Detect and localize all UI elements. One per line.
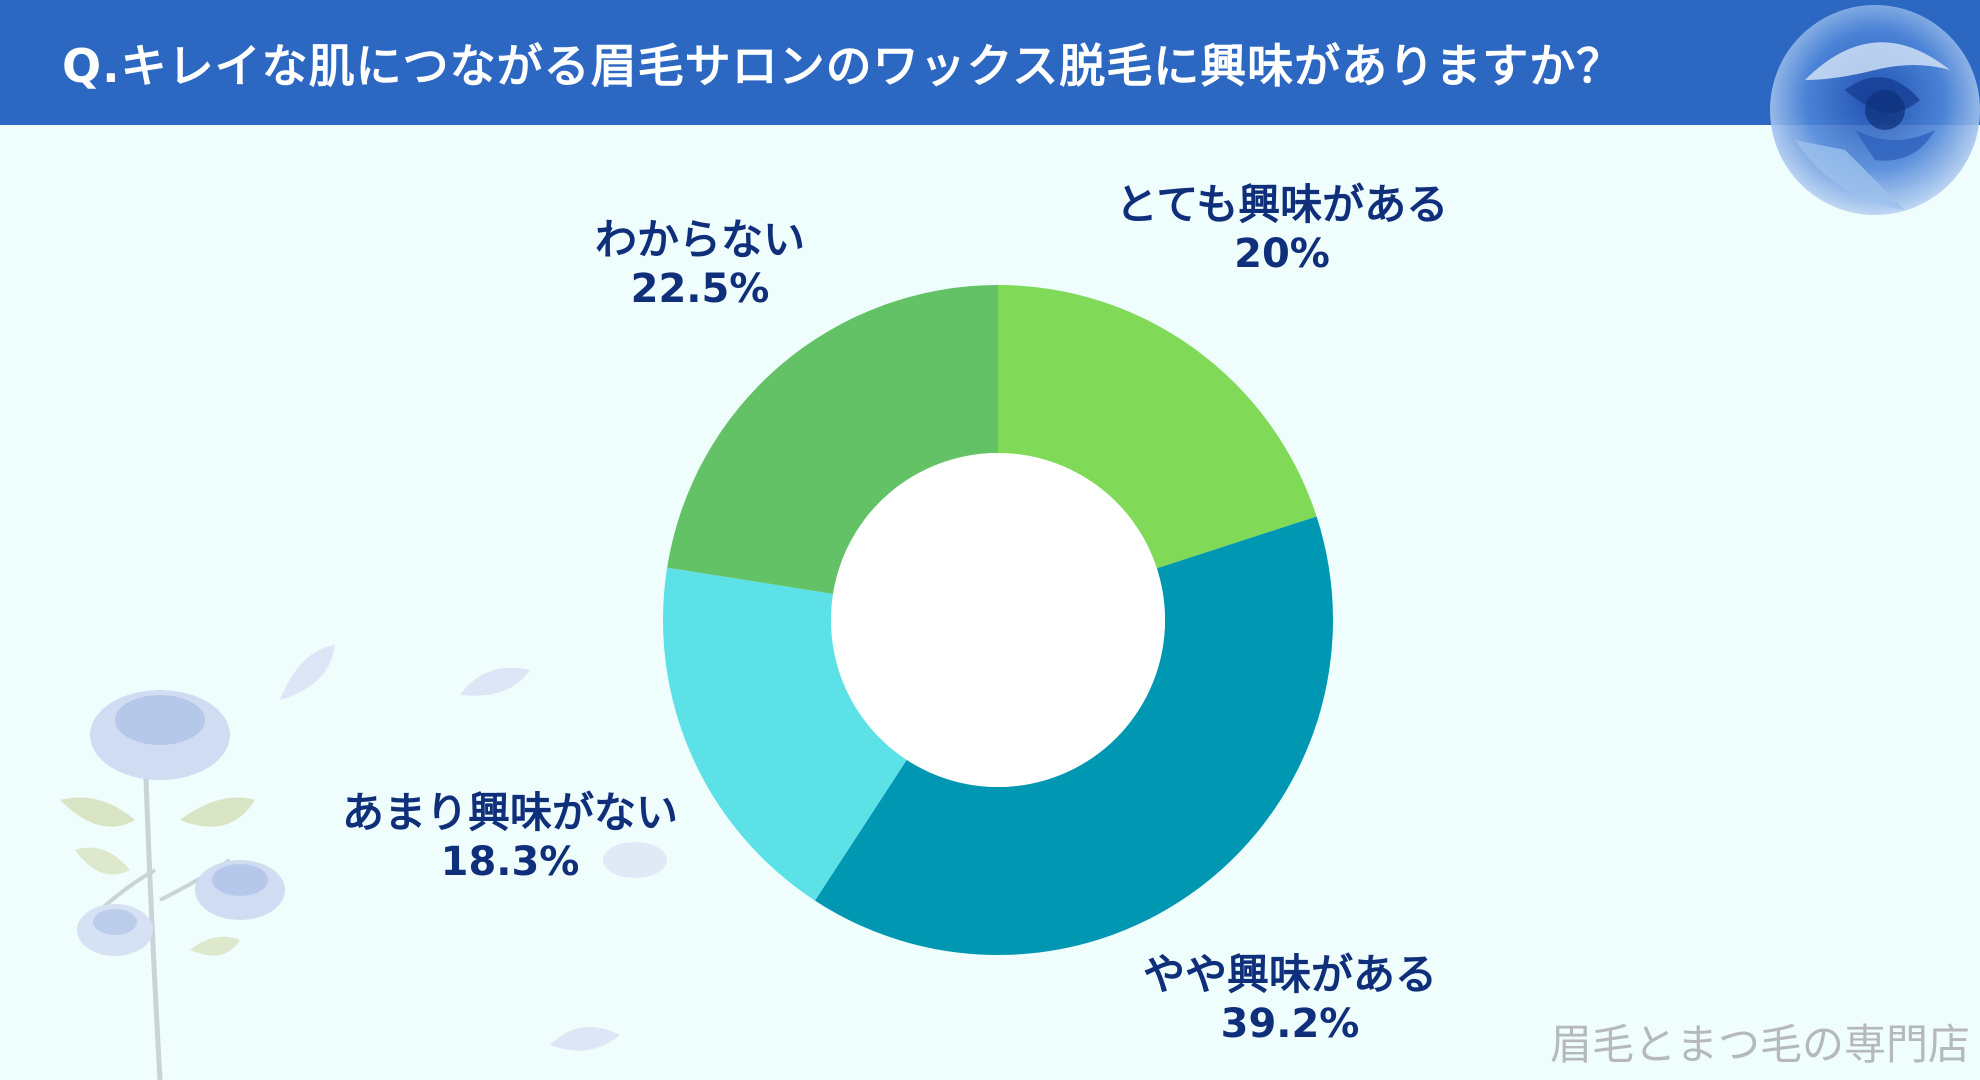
slice-label-text: とても興味がある — [1115, 180, 1449, 229]
slice-label-dont-know: わからない 22.5% — [545, 215, 855, 313]
petal-decoration — [280, 645, 335, 700]
donut-hole — [831, 453, 1165, 787]
donut-slice-0 — [998, 285, 1317, 569]
donut-slice-2 — [663, 567, 907, 901]
donut-slice-1 — [814, 516, 1333, 955]
rose-decoration-top-right — [1770, 5, 1980, 215]
slice-label-very-interested: とても興味がある 20% — [1102, 180, 1462, 278]
petal-decoration — [460, 667, 530, 696]
slice-label-not-very-interested: あまり興味がない 18.3% — [310, 788, 710, 886]
slice-label-text: やや興味がある — [1142, 950, 1437, 999]
slice-label-text: あまり興味がない — [341, 788, 678, 837]
slice-label-somewhat-interested: やや興味がある 39.2% — [1110, 950, 1470, 1048]
slice-value-label: 20% — [1234, 231, 1330, 278]
page-title: Q.キレイな肌につながる眉毛サロンのワックス脱毛に興味がありますか？ — [62, 39, 1624, 93]
petal-decoration — [550, 1027, 620, 1051]
petal-decoration — [603, 842, 667, 878]
rose-decoration-bottom-left — [60, 690, 285, 1080]
header-bar: Q.キレイな肌につながる眉毛サロンのワックス脱毛に興味がありますか？ — [0, 0, 1980, 125]
slice-value-label: 18.3% — [440, 839, 580, 886]
donut-slice-3 — [667, 285, 998, 594]
slice-value-label: 39.2% — [1220, 1001, 1360, 1048]
slice-value-label: 22.5% — [630, 266, 770, 313]
watermark-text: 眉毛とまつ毛の専門店 — [1549, 1020, 1970, 1069]
slice-label-text: わからない — [594, 215, 805, 264]
